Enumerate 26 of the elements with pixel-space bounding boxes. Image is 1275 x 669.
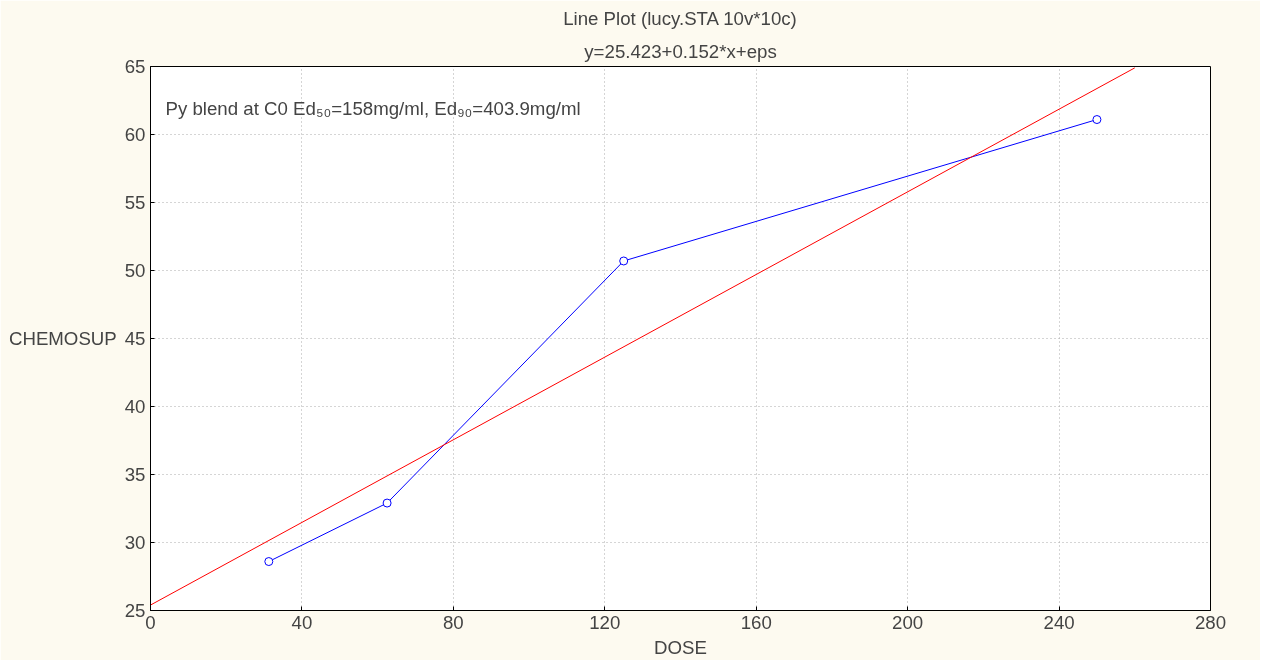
x-tick-label: 80 <box>442 611 464 633</box>
y-tick-label: 25 <box>124 600 146 621</box>
annotation: Py blend at C0 Ed₅₀=158mg/ml, Ed₉₀=403.9mg/ml <box>165 98 581 119</box>
y-tick-label: 45 <box>124 328 146 349</box>
y-tick-label: 60 <box>124 124 146 145</box>
x-tick-label: 160 <box>740 611 772 633</box>
x-tick-label: 120 <box>589 611 621 633</box>
y-tick-label: 30 <box>124 532 146 553</box>
chart-title: Line Plot (lucy.STA 10v*10c) <box>563 7 797 29</box>
x-tick-label: 0 <box>145 611 156 633</box>
y-tick-label: 55 <box>124 192 146 213</box>
point <box>619 256 629 266</box>
x-tick-label: 200 <box>892 611 924 633</box>
y-tick-label: 50 <box>124 260 146 281</box>
y-tick-label: 65 <box>124 56 146 77</box>
point <box>382 498 392 508</box>
point <box>1092 115 1102 125</box>
x-axis-title: DOSE <box>654 636 707 658</box>
y-tick-label: 35 <box>124 464 146 485</box>
x-tick-label: 40 <box>291 611 313 633</box>
y-tick-label: 40 <box>124 396 146 417</box>
x-tick-label: 280 <box>1194 611 1227 633</box>
x-tick-label: 240 <box>1043 611 1075 633</box>
point <box>264 557 274 567</box>
y-axis-title: CHEMOSUP <box>8 328 117 349</box>
chart-subtitle: y=25.423+0.152*x+eps <box>584 40 777 62</box>
